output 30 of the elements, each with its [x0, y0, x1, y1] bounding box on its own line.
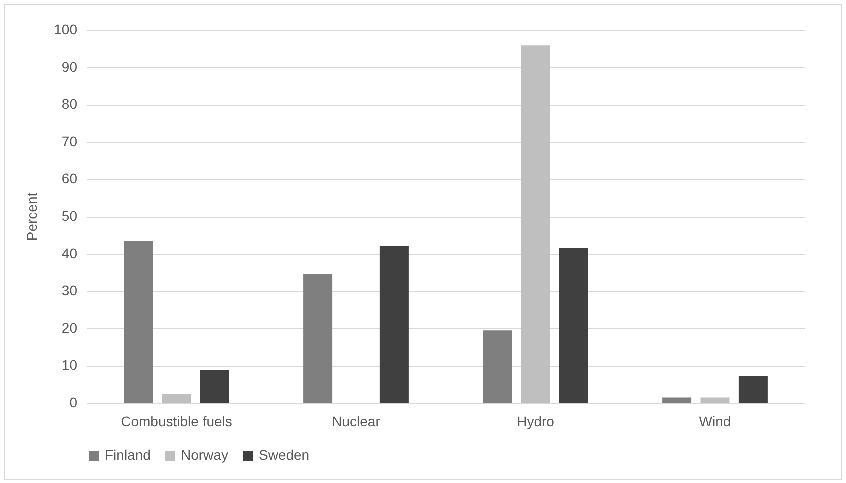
y-tick-label: 80: [62, 96, 78, 112]
y-tick-label: 60: [62, 170, 78, 187]
legend-label: Sweden: [259, 447, 310, 463]
bar: [162, 394, 192, 403]
bar: [483, 330, 512, 403]
bar: [559, 248, 588, 403]
bar: [124, 241, 154, 403]
bar: [738, 376, 768, 403]
bar: [380, 246, 409, 403]
legend-label: Finland: [105, 447, 151, 463]
bar: [700, 398, 730, 403]
y-axis-title: Percent: [24, 192, 40, 242]
bar: [200, 370, 230, 403]
bar: [521, 46, 550, 403]
y-tick-label: 40: [62, 245, 78, 262]
x-tick-label: Nuclear: [332, 414, 381, 430]
x-tick-label: Hydro: [517, 414, 555, 430]
y-tick-label: 90: [62, 58, 78, 75]
bar: [662, 398, 692, 403]
y-tick-label: 10: [62, 357, 78, 374]
y-tick-label: 100: [54, 22, 78, 38]
x-tick-label: Wind: [699, 414, 732, 430]
y-tick-label: 30: [62, 282, 78, 299]
y-tick-label: 20: [62, 320, 78, 336]
legend-label: Norway: [181, 447, 228, 463]
x-tick-label: Combustible fuels: [121, 414, 232, 430]
y-tick-label: 50: [62, 208, 78, 224]
bar: [304, 274, 333, 403]
y-tick-label: 0: [70, 394, 78, 410]
y-tick-label: 70: [62, 133, 78, 150]
